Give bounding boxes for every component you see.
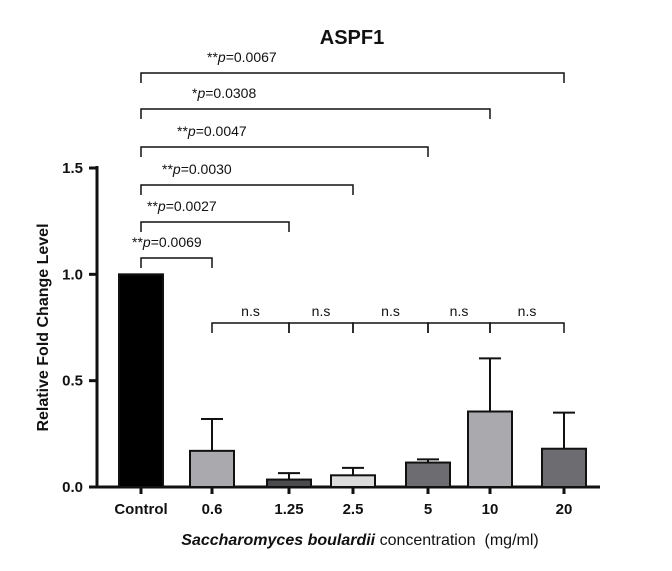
bar — [467, 410, 513, 488]
significance-label: **p=0.0027 — [147, 198, 217, 214]
significance-label: **p=0.0047 — [177, 123, 247, 139]
x-tick-label: 10 — [482, 501, 499, 518]
significance-p: p — [157, 198, 166, 214]
x-tick-label: 5 — [424, 501, 432, 518]
x-tick-label: 20 — [556, 501, 573, 518]
ns-label: n.s — [312, 303, 331, 319]
bar — [266, 478, 312, 489]
significance-value: =0.0047 — [196, 123, 247, 139]
x-tick-label: 0.6 — [202, 501, 223, 518]
significance-bracket — [140, 146, 429, 157]
significance-label: **p=0.0067 — [207, 49, 277, 65]
x-axis-title: Saccharomyces boulardii concentration (m… — [181, 532, 538, 549]
ns-label: n.s — [381, 303, 400, 319]
x-axis-title-units: concentration (mg/ml) — [375, 532, 539, 549]
ns-bracket — [352, 322, 429, 333]
significance-bracket — [140, 257, 213, 268]
y-tick-label: 1.0 — [62, 266, 83, 283]
significance-stars: * — [192, 85, 198, 101]
significance-stars: ** — [207, 49, 218, 65]
significance-label: *p=0.0308 — [192, 85, 256, 101]
significance-value: =0.0069 — [151, 234, 202, 250]
ns-bracket — [288, 322, 354, 333]
ns-bracket — [427, 322, 491, 333]
significance-bracket — [140, 184, 354, 195]
chart-title: ASPF1 — [320, 27, 384, 49]
significance-value: =0.0067 — [226, 49, 277, 65]
significance-p: p — [172, 161, 181, 177]
significance-p: p — [217, 49, 226, 65]
ns-bracket — [211, 322, 290, 333]
ns-label: n.s — [241, 303, 260, 319]
bars-group — [118, 273, 587, 489]
significance-p: p — [196, 85, 205, 101]
x-tick-label: 2.5 — [343, 501, 364, 518]
significance-label: **p=0.0030 — [162, 161, 232, 177]
y-axis-title: Relative Fold Change Level — [35, 223, 52, 431]
x-tick-label: Control — [114, 501, 167, 518]
x-axis-title-species: Saccharomyces boulardii — [181, 532, 375, 549]
bar — [189, 449, 235, 489]
y-tick-label: 0.5 — [62, 373, 83, 390]
significance-value: =0.0030 — [181, 161, 232, 177]
significance-bracket — [140, 108, 491, 119]
bar — [541, 447, 587, 488]
significance-stars: ** — [162, 161, 173, 177]
significance-p: p — [142, 234, 151, 250]
ns-label: n.s — [518, 303, 537, 319]
significance-bracket — [140, 72, 565, 83]
bar — [118, 273, 164, 489]
significance-stars: ** — [177, 123, 188, 139]
significance-label: **p=0.0069 — [132, 234, 202, 250]
significance-stars: ** — [132, 234, 143, 250]
bar — [405, 461, 451, 489]
bar — [330, 474, 376, 489]
significance-stars: ** — [147, 198, 158, 214]
ns-bracket — [489, 322, 565, 333]
significance-value: =0.0308 — [205, 85, 256, 101]
y-tick-label: 0.0 — [62, 479, 83, 496]
y-axis-title-group: Relative Fold Change Level — [35, 223, 52, 431]
ns-label: n.s — [450, 303, 469, 319]
y-tick-label: 1.5 — [62, 160, 83, 177]
x-tick-label: 1.25 — [274, 501, 303, 518]
significance-p: p — [187, 123, 196, 139]
significance-group: **p=0.0069**p=0.0027**p=0.0030**p=0.0047… — [132, 49, 565, 333]
significance-value: =0.0027 — [166, 198, 217, 214]
axes-group: 0.0 0.5 1.0 1.5 Control 0.6 1.25 2.5 5 10 20 — [62, 160, 600, 518]
significance-bracket — [140, 221, 290, 232]
